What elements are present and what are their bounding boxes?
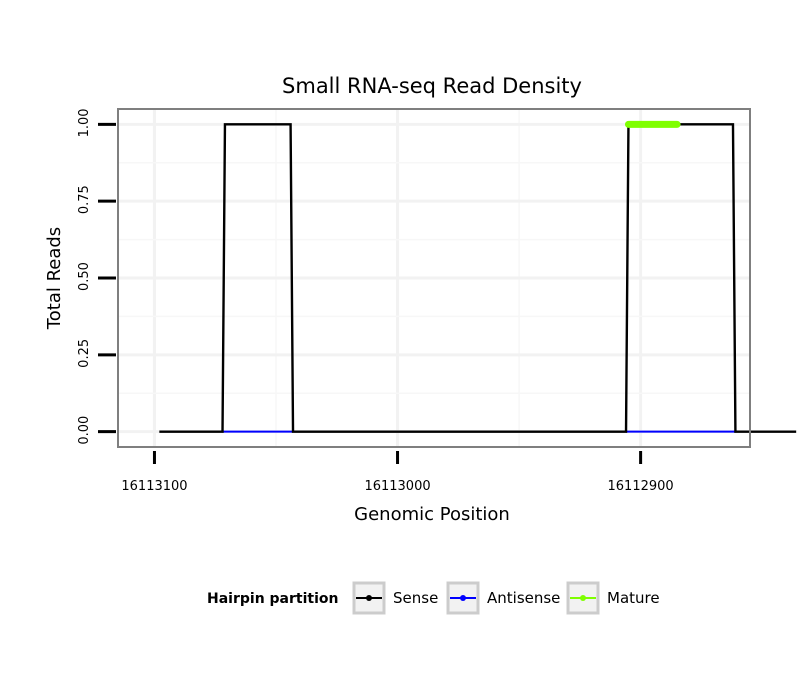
legend-key-point-mature [580, 595, 586, 601]
legend-item-antisense: Antisense [446, 581, 560, 615]
legend-label-antisense: Antisense [487, 589, 560, 607]
x-axis: 16113100 16113000 16112900 [121, 451, 674, 494]
y-axis-label: Total Reads [44, 227, 65, 330]
x-tick-label-2: 16112900 [608, 479, 674, 494]
legend-item-mature: Mature [566, 581, 660, 615]
x-tick-label-1: 16113000 [364, 479, 430, 494]
y-axis: 0.00 0.25 0.50 0.75 1.00 [77, 108, 116, 445]
legend-key-point-antisense [460, 595, 466, 601]
x-axis-label: Genomic Position [354, 504, 510, 525]
legend-title: Hairpin partition [207, 591, 338, 607]
x-tick-label-0: 16113100 [121, 479, 187, 494]
legend-label-sense: Sense [393, 589, 438, 607]
y-tick-label-1: 0.25 [77, 339, 92, 368]
y-tick-label-0: 0.00 [77, 416, 92, 445]
legend-key-point-sense [366, 595, 372, 601]
y-tick-label-3: 0.75 [77, 185, 92, 214]
series-sense-line [159, 123, 797, 433]
y-tick-label-2: 0.50 [77, 262, 92, 291]
grid-layer [118, 109, 750, 447]
y-tick-label-4: 1.00 [77, 108, 92, 137]
data-layer [159, 120, 797, 433]
legend-label-mature: Mature [607, 589, 660, 607]
chart-title: Small RNA-seq Read Density [282, 74, 582, 98]
legend: Hairpin partition Sense Antisense Mature [207, 581, 660, 615]
plot-panel-border [117, 108, 751, 448]
legend-item-sense: Sense [352, 581, 438, 615]
